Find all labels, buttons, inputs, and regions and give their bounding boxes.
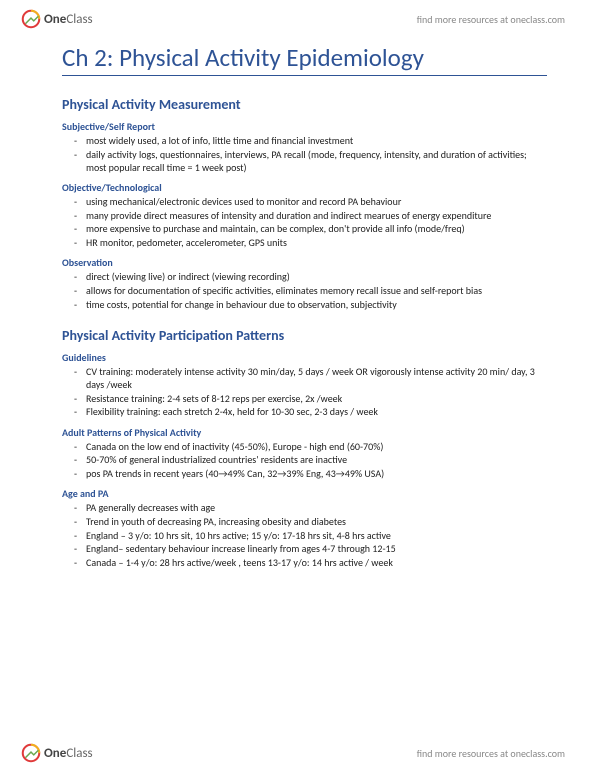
footer-tagline: find more resources at oneclass.com	[417, 747, 565, 760]
bullet-item: daily activity logs, questionnaires, int…	[86, 148, 547, 174]
section-heading: Physical Activity Participation Patterns	[62, 327, 547, 344]
bullet-item: most widely used, a lot of info, little …	[86, 134, 547, 147]
bullet-list: using mechanical/electronic devices used…	[62, 195, 547, 249]
subsection-heading: Subjective/Self Report	[62, 120, 547, 133]
brand-name: OneClass	[44, 746, 93, 761]
bullet-list: Canada on the low end of inactivity (45-…	[62, 440, 547, 481]
bullet-item: Trend in youth of decreasing PA, increas…	[86, 515, 547, 528]
brand-logo: OneClass	[20, 8, 93, 30]
bullet-item: using mechanical/electronic devices used…	[86, 195, 547, 208]
page-header: OneClass find more resources at oneclass…	[0, 0, 595, 36]
bullet-item: Flexibility training: each stretch 2-4x,…	[86, 405, 547, 418]
bullet-item: Canada – 1-4 y/o: 28 hrs active/week , t…	[86, 556, 547, 569]
subsection-heading: Adult Patterns of Physical Activity	[62, 426, 547, 439]
brand-name: OneClass	[44, 12, 93, 27]
bullet-list: PA generally decreases with ageTrend in …	[62, 501, 547, 569]
header-tagline: find more resources at oneclass.com	[417, 13, 565, 26]
bullet-item: England– sedentary behaviour increase li…	[86, 542, 547, 555]
subsection-heading: Observation	[62, 256, 547, 269]
bullet-item: direct (viewing live) or indirect (viewi…	[86, 270, 547, 283]
bullet-list: most widely used, a lot of info, little …	[62, 134, 547, 174]
bullet-item: many provide direct measures of intensit…	[86, 209, 547, 222]
subsection-heading: Age and PA	[62, 487, 547, 500]
bullet-list: direct (viewing live) or indirect (viewi…	[62, 270, 547, 311]
document-body: Ch 2: Physical Activity Epidemiology Phy…	[62, 42, 547, 570]
bullet-item: 50-70% of general industrialized countri…	[86, 453, 547, 466]
bullet-item: HR monitor, pedometer, accelerometer, GP…	[86, 236, 547, 249]
bullet-item: England – 3 y/o: 10 hrs sit, 10 hrs acti…	[86, 529, 547, 542]
logo-icon	[20, 742, 42, 764]
section-heading: Physical Activity Measurement	[62, 96, 547, 113]
brand-logo-footer: OneClass	[20, 742, 93, 764]
bullet-item: CV training: moderately intense activity…	[86, 365, 547, 391]
bullet-list: CV training: moderately intense activity…	[62, 365, 547, 419]
subsection-heading: Objective/Technological	[62, 181, 547, 194]
bullet-item: Canada on the low end of inactivity (45-…	[86, 440, 547, 453]
bullet-item: pos PA trends in recent years (40→49% Ca…	[86, 467, 547, 480]
page-footer: OneClass find more resources at oneclass…	[0, 734, 595, 770]
document-title: Ch 2: Physical Activity Epidemiology	[62, 42, 547, 76]
logo-icon	[20, 8, 42, 30]
bullet-item: PA generally decreases with age	[86, 501, 547, 514]
subsection-heading: Guidelines	[62, 351, 547, 364]
bullet-item: more expensive to purchase and maintain,…	[86, 222, 547, 235]
bullet-item: allows for documentation of specific act…	[86, 284, 547, 297]
bullet-item: time costs, potential for change in beha…	[86, 298, 547, 311]
bullet-item: Resistance training: 2-4 sets of 8-12 re…	[86, 392, 547, 405]
